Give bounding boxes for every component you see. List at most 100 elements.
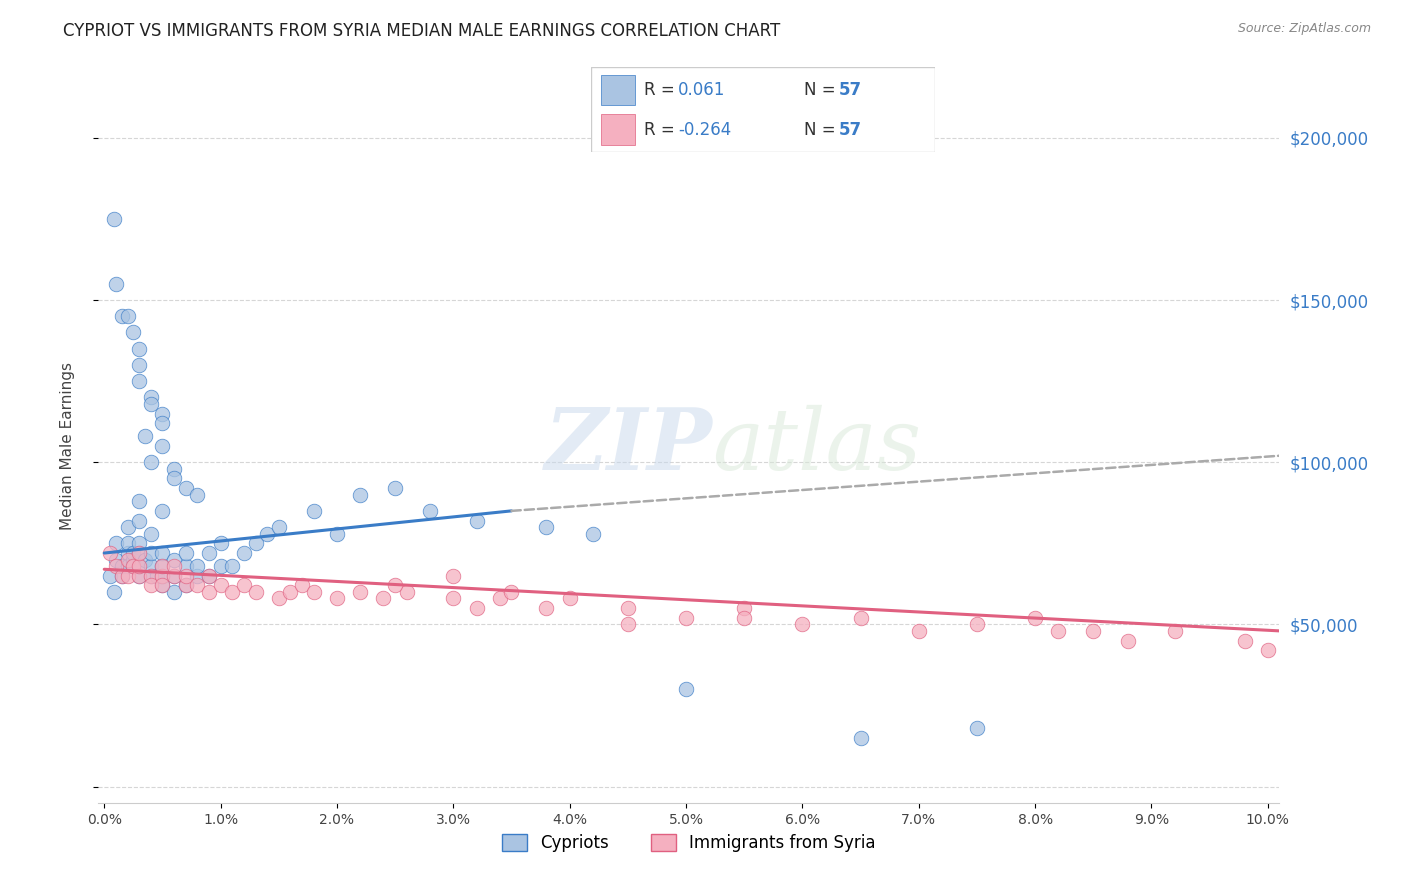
Point bbox=[966, 617, 988, 632]
Point bbox=[163, 552, 186, 566]
Point bbox=[465, 514, 488, 528]
Text: 57: 57 bbox=[838, 120, 862, 138]
Point bbox=[326, 526, 349, 541]
Point bbox=[174, 546, 197, 560]
Text: N =: N = bbox=[804, 81, 841, 99]
Point bbox=[1083, 624, 1105, 638]
Point bbox=[1047, 624, 1070, 638]
Point bbox=[302, 504, 325, 518]
Legend: Cypriots, Immigrants from Syria: Cypriots, Immigrants from Syria bbox=[495, 827, 883, 859]
Point bbox=[152, 578, 174, 592]
Point bbox=[134, 429, 156, 443]
Point bbox=[152, 407, 174, 421]
Point bbox=[174, 578, 197, 592]
Point bbox=[152, 559, 174, 574]
Point bbox=[122, 559, 145, 574]
Point bbox=[198, 568, 221, 582]
Point bbox=[1233, 633, 1256, 648]
Bar bbox=[600, 75, 636, 105]
Text: R =: R = bbox=[644, 120, 681, 138]
Point bbox=[174, 559, 197, 574]
Point bbox=[128, 494, 150, 508]
Point bbox=[104, 536, 127, 550]
Point bbox=[1257, 643, 1279, 657]
Point bbox=[267, 520, 290, 534]
Point bbox=[245, 536, 267, 550]
Point bbox=[209, 536, 232, 550]
Point bbox=[152, 504, 174, 518]
Point bbox=[117, 559, 139, 574]
Point bbox=[139, 578, 162, 592]
Point bbox=[198, 546, 221, 560]
Point bbox=[582, 526, 605, 541]
Point bbox=[103, 585, 125, 599]
Point bbox=[152, 568, 174, 582]
Point bbox=[267, 591, 290, 606]
Point bbox=[675, 682, 697, 697]
Point bbox=[128, 374, 150, 388]
Point bbox=[326, 591, 349, 606]
Point bbox=[128, 559, 150, 574]
Point bbox=[111, 568, 134, 582]
Point bbox=[198, 585, 221, 599]
Text: ZIP: ZIP bbox=[544, 404, 713, 488]
Point bbox=[117, 310, 139, 324]
Text: N =: N = bbox=[804, 120, 841, 138]
Point bbox=[174, 481, 197, 495]
Point bbox=[441, 568, 464, 582]
Point bbox=[186, 568, 208, 582]
Point bbox=[441, 591, 464, 606]
Point bbox=[291, 578, 314, 592]
Point bbox=[139, 397, 162, 411]
Point bbox=[152, 439, 174, 453]
Point bbox=[419, 504, 441, 518]
Point bbox=[134, 552, 156, 566]
Point bbox=[128, 568, 150, 582]
Point bbox=[232, 546, 254, 560]
Text: R =: R = bbox=[644, 81, 681, 99]
Point bbox=[152, 578, 174, 592]
Point bbox=[122, 326, 145, 340]
Point bbox=[128, 536, 150, 550]
Point bbox=[98, 546, 121, 560]
Point bbox=[128, 358, 150, 372]
Y-axis label: Median Male Earnings: Median Male Earnings bbox=[60, 362, 75, 530]
Point bbox=[302, 585, 325, 599]
Point bbox=[139, 568, 162, 582]
Point bbox=[186, 488, 208, 502]
Text: 0.061: 0.061 bbox=[678, 81, 725, 99]
Point bbox=[163, 461, 186, 475]
Point bbox=[849, 611, 872, 625]
Point bbox=[209, 578, 232, 592]
Point bbox=[163, 568, 186, 582]
Point bbox=[617, 617, 640, 632]
Text: 57: 57 bbox=[838, 81, 862, 99]
Point bbox=[395, 585, 418, 599]
Point bbox=[128, 546, 150, 560]
Point bbox=[128, 559, 150, 574]
Point bbox=[103, 211, 125, 226]
Point bbox=[163, 568, 186, 582]
Point bbox=[232, 578, 254, 592]
Point bbox=[117, 536, 139, 550]
Point bbox=[163, 471, 186, 485]
Point bbox=[163, 585, 186, 599]
Point bbox=[174, 578, 197, 592]
Point bbox=[152, 568, 174, 582]
Point bbox=[117, 552, 139, 566]
Point bbox=[163, 559, 186, 574]
Point bbox=[139, 390, 162, 404]
Point bbox=[122, 546, 145, 560]
Point bbox=[384, 578, 406, 592]
Point bbox=[501, 585, 523, 599]
Point bbox=[1164, 624, 1187, 638]
Point bbox=[1116, 633, 1139, 648]
Text: CYPRIOT VS IMMIGRANTS FROM SYRIA MEDIAN MALE EARNINGS CORRELATION CHART: CYPRIOT VS IMMIGRANTS FROM SYRIA MEDIAN … bbox=[63, 22, 780, 40]
Point bbox=[221, 585, 243, 599]
Point bbox=[221, 559, 243, 574]
Point bbox=[117, 520, 139, 534]
Point bbox=[245, 585, 267, 599]
Point bbox=[198, 568, 221, 582]
Point bbox=[139, 546, 162, 560]
Point bbox=[536, 520, 558, 534]
